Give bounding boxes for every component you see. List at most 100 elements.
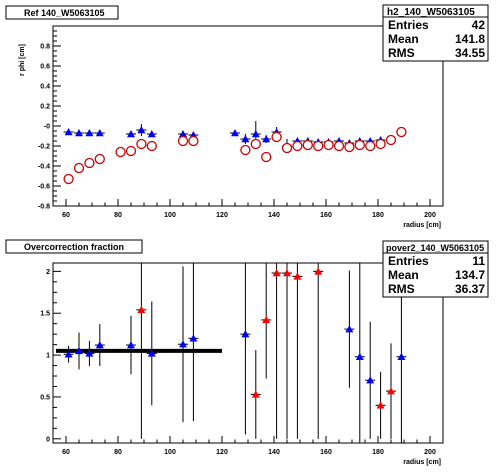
bottom-point-triangle bbox=[127, 341, 135, 349]
bottom-stats-rms-value: 36.37 bbox=[455, 282, 485, 296]
bottom-stats-entries-value: 11 bbox=[472, 254, 485, 268]
top-point-triangle bbox=[251, 130, 260, 138]
top-point-circle bbox=[323, 139, 334, 151]
bottom-title: Overcorrection fraction bbox=[24, 242, 124, 252]
top-stats-name: h2_140_W5063105 bbox=[387, 7, 475, 18]
bottom-title-box bbox=[5, 239, 143, 254]
bottom-x-tick-label: 180 bbox=[372, 449, 384, 456]
top-marks bbox=[63, 121, 407, 185]
bottom-axes: 60 80 100 120 140 160 180 200 0 0.5 1 1.5 2 bbox=[40, 269, 444, 456]
bottom-xlabel: radius [cm] bbox=[403, 459, 441, 466]
top-x-tick-label: 140 bbox=[268, 212, 280, 219]
top-point-triangle bbox=[179, 130, 187, 138]
bottom-point-triangle bbox=[283, 269, 291, 277]
bottom-point-triangle bbox=[75, 346, 83, 355]
top-point-triangle bbox=[95, 129, 104, 137]
top-point-circle bbox=[73, 162, 85, 174]
top-stats-mean-label: Mean bbox=[388, 32, 419, 46]
top-ylabel: r phi [cm] bbox=[19, 44, 26, 76]
top-axes: 60 80 100 120 140 160 180 200 -0.8 -0.6 -0.4 -0.2 -0… bbox=[38, 25, 444, 219]
bottom-point-triangle bbox=[251, 390, 260, 398]
bottom-point-triangle bbox=[64, 350, 73, 358]
bottom-x-tick-label: 160 bbox=[320, 449, 332, 456]
top-y-tick-label: 0.8 bbox=[40, 44, 50, 51]
top-point-circle bbox=[177, 135, 189, 147]
bottom-stats-box: pover2_140_W5063105 Entries 11 Mean 134.… bbox=[382, 240, 489, 298]
top-point-triangle bbox=[147, 130, 156, 138]
top-point-circle bbox=[250, 138, 261, 150]
top-x-tick-label: 80 bbox=[114, 212, 122, 219]
top-point-circle bbox=[292, 140, 303, 152]
top-y-tick-label: -0.2 bbox=[38, 144, 50, 151]
bottom-stats-mean-value: 134.7 bbox=[455, 268, 485, 282]
bottom-stats-frame bbox=[382, 240, 489, 298]
bottom-stats-rms-label: RMS bbox=[388, 282, 415, 296]
top-x-tick-label: 100 bbox=[164, 212, 176, 219]
bottom-marks bbox=[56, 263, 407, 443]
top-point-circle bbox=[271, 131, 282, 143]
bottom-x-tick-label: 140 bbox=[268, 449, 280, 456]
bottom-chart: Overcorrection fraction radius [cm] 60 80… bbox=[5, 239, 489, 466]
bottom-point-triangle bbox=[262, 315, 271, 324]
top-point-circle bbox=[354, 139, 365, 151]
bottom-y-tick-label: 0.5 bbox=[40, 394, 50, 401]
top-point-circle bbox=[84, 157, 95, 169]
top-point-circle bbox=[136, 138, 147, 150]
top-point-circle bbox=[344, 141, 355, 153]
bottom-point-triangle bbox=[85, 349, 94, 357]
top-x-tick-label: 60 bbox=[62, 212, 70, 219]
top-point-circle bbox=[188, 135, 199, 147]
top-point-circle bbox=[302, 139, 313, 151]
top-point-triangle bbox=[75, 129, 83, 137]
top-x-tick-label: 180 bbox=[372, 212, 384, 219]
top-point-triangle bbox=[231, 129, 239, 137]
top-y-tick-label: 0.2 bbox=[40, 104, 50, 111]
top-point-circle bbox=[365, 140, 376, 152]
bottom-stats-entries-label: Entries bbox=[388, 254, 429, 268]
bottom-point-triangle bbox=[179, 340, 187, 348]
bottom-stats-name: pover2_140_W5063105 bbox=[386, 243, 484, 253]
bottom-point-triangle bbox=[314, 267, 323, 275]
top-xlabel: radius [cm] bbox=[403, 222, 441, 229]
bottom-point-triangle bbox=[241, 330, 250, 338]
top-point-circle bbox=[333, 140, 345, 152]
top-x-tick-label: 200 bbox=[424, 212, 436, 219]
top-point-circle bbox=[375, 138, 386, 150]
bottom-point-triangle bbox=[147, 349, 156, 357]
top-point-triangle bbox=[85, 129, 94, 137]
top-stats-rms-label: RMS bbox=[388, 46, 415, 60]
bottom-x-tick-label: 120 bbox=[216, 449, 228, 456]
top-y-tick-label: -0.6 bbox=[38, 184, 50, 191]
top-point-circle bbox=[281, 142, 293, 154]
top-point-triangle bbox=[241, 135, 250, 143]
top-y-tick-label: -0.4 bbox=[38, 164, 50, 171]
bottom-stats-mean-label: Mean bbox=[388, 268, 419, 282]
bottom-y-tick-label: 1 bbox=[46, 353, 50, 360]
top-point-circle bbox=[125, 145, 137, 157]
bottom-point-triangle bbox=[355, 352, 364, 360]
top-y-tick-label: -0.8 bbox=[38, 204, 50, 211]
bottom-point-triangle bbox=[189, 334, 198, 342]
top-stats-rms-value: 34.55 bbox=[455, 46, 485, 60]
bottom-x-tick-label: 200 bbox=[424, 449, 436, 456]
top-stats-box: h2_140_W5063105 Entries 42 Mean 141.8 RM… bbox=[382, 4, 489, 62]
top-point-circle bbox=[313, 140, 324, 152]
bottom-x-tick-label: 80 bbox=[114, 449, 122, 456]
bottom-point-triangle bbox=[272, 269, 281, 277]
bottom-y-tick-label: 0 bbox=[46, 436, 50, 443]
bottom-point-triangle bbox=[387, 387, 395, 395]
top-point-circle bbox=[385, 134, 397, 146]
top-point-circle bbox=[146, 140, 157, 152]
top-point-circle bbox=[63, 173, 74, 185]
bottom-point-triangle bbox=[345, 325, 354, 333]
top-point-circle bbox=[240, 144, 251, 156]
bottom-point-triangle bbox=[293, 272, 302, 280]
bottom-y-tick-label: 2 bbox=[46, 269, 50, 276]
top-point-circle bbox=[261, 151, 272, 163]
top-chart: Ref 140_W5063105 r phi [cm] radius [cm] … bbox=[5, 4, 489, 229]
top-x-tick-label: 160 bbox=[320, 212, 332, 219]
top-stats-frame bbox=[382, 4, 489, 62]
top-title: Ref 140_W5063105 bbox=[24, 8, 105, 18]
top-title-box bbox=[5, 5, 119, 20]
